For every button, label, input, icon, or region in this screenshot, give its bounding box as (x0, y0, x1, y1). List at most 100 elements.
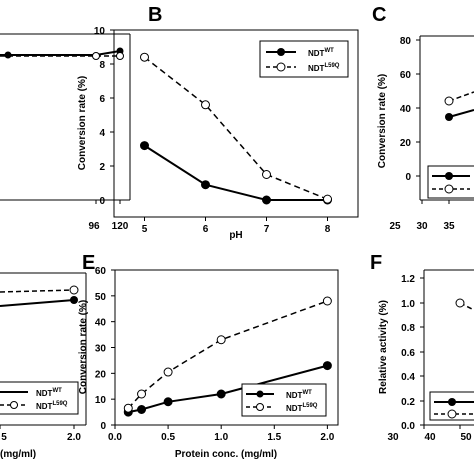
panel-d-xtick-label: 2.0 (67, 432, 81, 443)
panel-c-ytick-label: 40 (400, 104, 412, 115)
panel-f-letter: F (370, 252, 382, 274)
panel-d-wt-line (0, 299, 75, 307)
panel-a-l59q-point (116, 52, 124, 60)
panel-b-xtick-label: 5 (142, 224, 148, 235)
panel-b-y-axis-label: Conversion rate (%) (77, 76, 88, 170)
panel-b-legend-wt-marker (277, 48, 285, 56)
panel-d: 5 2.0 (mg/ml) NDTWT NDTL59Q (0, 272, 87, 460)
panel-e-xtick-label: 1.0 (214, 432, 228, 443)
panel-d-legend-wt-label: NDTWT (36, 388, 62, 398)
panel-c-legend-box (427, 165, 474, 199)
panel-c-xtick-label: 25 (389, 221, 401, 232)
panel-e-legend: NDTWT NDTL59Q (241, 383, 327, 417)
panel-b: B Conversion rate (%) pH 5 6 7 8 0 2 4 6 8 10 NDT… (77, 4, 359, 241)
panel-f: F Relative activity (%) 1.2 1.0 0.8 0.6 … (370, 252, 474, 443)
panel-b-xtick-label: 8 (325, 224, 331, 235)
panel-c-y-axis-label: Conversion rate (%) (377, 74, 388, 168)
panel-f-ytick-label: 0.6 (401, 348, 415, 359)
panel-b-ytick-label: 8 (99, 60, 105, 71)
panel-b-l59q-line (144, 56, 328, 200)
panel-b-legend-l59q-label: NDTL59Q (308, 63, 340, 73)
panel-f-xtick-label: 40 (424, 432, 436, 443)
panel-b-l59q-point (262, 170, 271, 179)
panel-c-xtick-label: 30 (416, 221, 428, 232)
panel-c-xtick-label: 35 (443, 221, 455, 232)
panel-b-legend-box (259, 40, 349, 78)
panel-e-ytick-label: 20 (95, 369, 107, 380)
panel-f-legend-wt-marker (448, 398, 456, 406)
panel-b-legend-wt-label: NDTWT (308, 48, 334, 58)
panel-e-legend-l59q-marker (256, 403, 264, 411)
panel-e-legend-l59q-label: NDTL59Q (286, 403, 318, 413)
panel-a-wt-point (4, 51, 12, 59)
panel-e-ytick-label: 30 (95, 344, 107, 355)
panel-f-ytick-label: 0.4 (401, 372, 415, 383)
panel-f-ytick-label: 0.2 (401, 397, 415, 408)
panel-a: 96 120 (0, 33, 131, 232)
panel-e: E Conversion rate (%) Protein conc. (mg/… (78, 252, 339, 460)
panel-f-l59q-point (455, 298, 465, 308)
panel-a-l59q-point (92, 52, 100, 60)
panel-e-xtick-label: 1.5 (267, 432, 281, 443)
panel-c-l59q-point (444, 96, 454, 106)
panel-c-ytick-label: 80 (400, 36, 412, 47)
panel-c-ytick-label: 0 (405, 172, 411, 183)
panel-b-wt-point (201, 180, 210, 190)
panel-b-wt-line (143, 144, 328, 201)
panel-b-frame (113, 29, 359, 218)
panel-b-legend: NDTWT NDTL59Q (259, 40, 349, 78)
panel-e-l59q-point (163, 367, 173, 377)
panel-f-legend (429, 391, 474, 421)
panel-f-legend-l59q-marker (447, 409, 457, 419)
panel-e-legend-wt-label: NDTWT (286, 390, 312, 400)
panel-e-wt-point (322, 361, 332, 371)
panel-f-ytick-label: 0.8 (401, 323, 415, 334)
panel-d-legend-l59q-marker (10, 401, 18, 409)
panel-e-letter: E (82, 252, 95, 274)
panel-b-ytick-label: 0 (99, 196, 105, 207)
panel-e-y-axis-label: Conversion rate (%) (78, 300, 89, 394)
panel-e-ytick-label: 0 (100, 421, 106, 432)
panel-e-legend-wt-marker (256, 390, 264, 398)
panel-c-letter: C (372, 4, 386, 26)
panel-f-xtick-label: 50 (460, 432, 472, 443)
panel-b-ytick-label: 10 (94, 26, 106, 37)
panel-e-ytick-label: 60 (95, 266, 107, 277)
panel-b-l59q-point (201, 100, 210, 110)
panel-c-wt-point (445, 113, 453, 121)
panel-b-ytick-label: 4 (99, 128, 105, 139)
panel-f-xtick-label: 30 (387, 432, 399, 443)
panel-b-xtick-label: 6 (203, 224, 209, 235)
panel-e-l59q-point (322, 296, 332, 306)
panel-a-wt-line (0, 50, 121, 56)
panel-d-wt-point (70, 296, 78, 304)
panel-e-xtick-label: 0.0 (108, 432, 122, 443)
panel-f-y-axis-label: Relative activity (%) (378, 300, 389, 394)
panel-e-l59q-point (216, 335, 226, 345)
panel-c-legend-wt-marker (445, 172, 453, 180)
panel-e-ytick-label: 50 (95, 292, 107, 303)
panel-e-xtick-label: 2.0 (320, 432, 334, 443)
panel-c-legend-l59q-marker (444, 184, 454, 194)
panel-f-ytick-label: 0.0 (401, 421, 415, 432)
panel-e-l59q-point (123, 403, 133, 413)
panel-b-l59q-point (323, 194, 332, 204)
panel-c-legend (427, 165, 474, 199)
panel-f-ytick-label: 1.2 (401, 274, 415, 285)
panel-a-xtick-label: 96 (88, 221, 100, 232)
panel-e-ytick-label: 40 (95, 318, 107, 329)
panel-e-l59q-point (137, 389, 147, 399)
panel-d-l59q-point (69, 285, 79, 295)
panel-f-ytick-label: 1.0 (401, 299, 415, 310)
panel-e-wt-point (163, 397, 173, 407)
panel-b-l59q-point (140, 52, 149, 62)
panel-d-legend: NDTWT NDTL59Q (0, 381, 79, 415)
panel-b-letter: B (148, 4, 162, 26)
panel-c-ytick-label: 20 (400, 138, 412, 149)
panel-c: C Conversion rate (%) 80 60 40 20 0 25 3… (372, 4, 474, 232)
panel-b-ytick-label: 6 (99, 94, 105, 105)
panel-c-wt-line (448, 109, 474, 118)
panel-c-ytick-label: 60 (400, 70, 412, 81)
panel-d-l59q-line (0, 289, 75, 293)
